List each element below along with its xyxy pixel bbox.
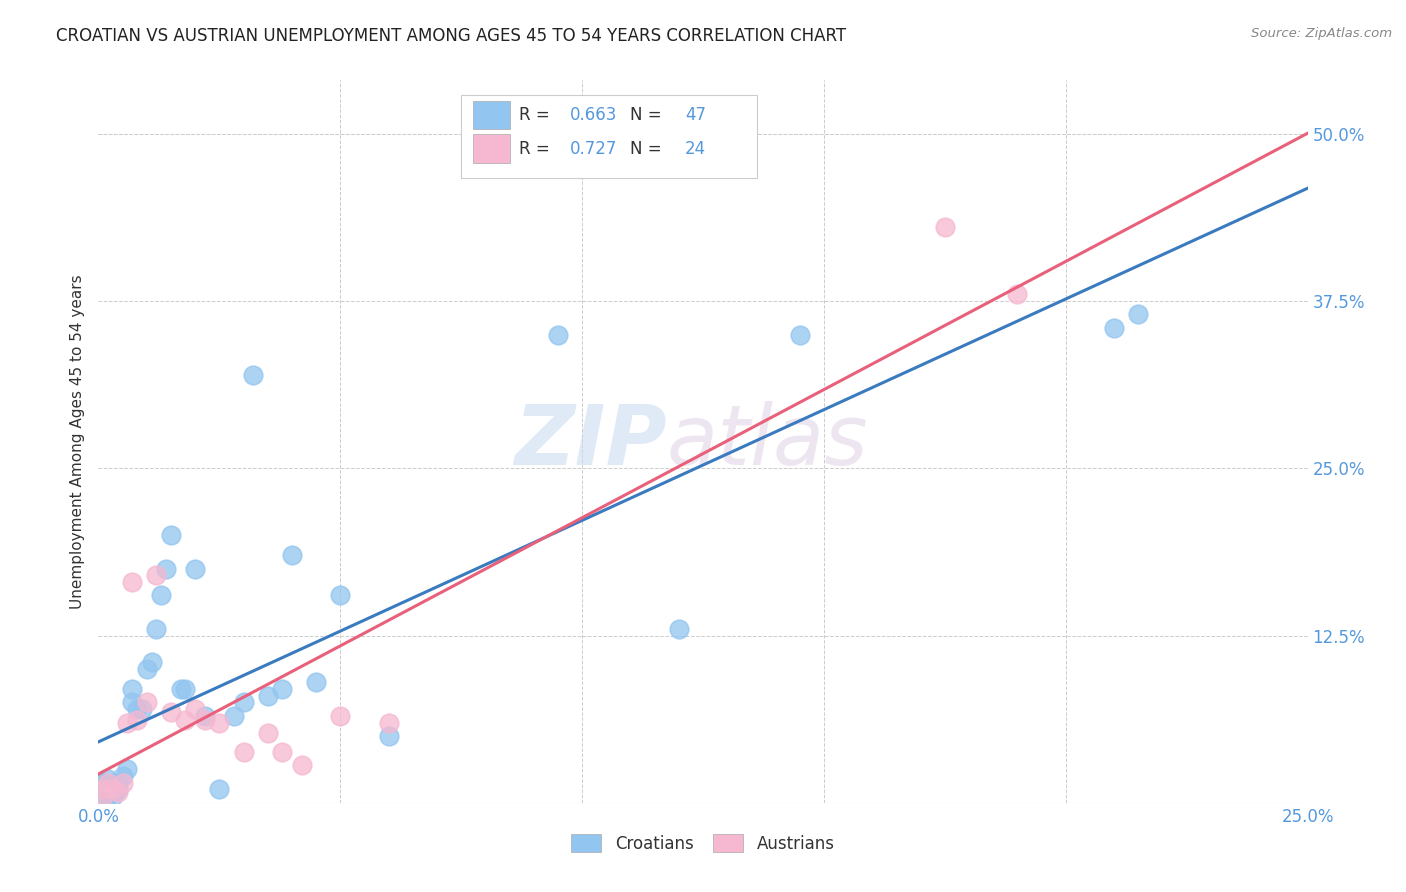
Point xyxy=(160,705,183,719)
Point xyxy=(1128,307,1150,322)
FancyBboxPatch shape xyxy=(461,95,758,178)
Point xyxy=(91,789,114,804)
Point xyxy=(256,689,278,703)
Legend: Croatians, Austrians: Croatians, Austrians xyxy=(565,828,841,860)
Point xyxy=(91,780,114,794)
Text: N =: N = xyxy=(630,140,668,158)
Point xyxy=(329,708,352,723)
Point xyxy=(111,776,134,790)
Point xyxy=(290,758,312,772)
Point xyxy=(107,785,129,799)
Point xyxy=(145,568,167,582)
Point xyxy=(377,715,399,730)
Point xyxy=(101,789,124,804)
Point xyxy=(101,776,124,790)
Text: R =: R = xyxy=(519,106,555,124)
Point xyxy=(141,655,163,669)
Point xyxy=(127,713,149,727)
Point xyxy=(97,776,120,790)
Point xyxy=(789,327,811,342)
Point xyxy=(547,327,569,342)
Point xyxy=(194,713,217,727)
Point xyxy=(934,220,956,235)
Text: ZIP: ZIP xyxy=(515,401,666,482)
Point xyxy=(91,785,114,799)
Point xyxy=(91,789,114,804)
Point xyxy=(208,715,231,730)
Point xyxy=(305,675,328,690)
Point xyxy=(107,782,129,797)
Point xyxy=(97,785,120,799)
Point xyxy=(121,681,143,696)
Text: atlas: atlas xyxy=(666,401,869,482)
Point xyxy=(329,589,352,603)
Point xyxy=(242,368,264,382)
Point xyxy=(107,776,129,790)
Point xyxy=(131,702,153,716)
FancyBboxPatch shape xyxy=(474,135,509,163)
Point xyxy=(271,745,294,759)
Point xyxy=(111,769,134,783)
Point xyxy=(127,702,149,716)
Point xyxy=(232,745,254,759)
Point xyxy=(101,782,124,797)
Text: N =: N = xyxy=(630,106,668,124)
Point xyxy=(155,562,177,576)
Point xyxy=(135,696,157,710)
Point xyxy=(121,696,143,710)
Point xyxy=(184,702,207,716)
Text: 0.663: 0.663 xyxy=(569,106,617,124)
Point xyxy=(97,789,120,804)
Text: CROATIAN VS AUSTRIAN UNEMPLOYMENT AMONG AGES 45 TO 54 YEARS CORRELATION CHART: CROATIAN VS AUSTRIAN UNEMPLOYMENT AMONG … xyxy=(56,27,846,45)
Point xyxy=(1007,287,1029,301)
Point xyxy=(208,782,231,797)
Point xyxy=(174,713,197,727)
Point xyxy=(668,622,690,636)
Point xyxy=(91,776,114,790)
Point xyxy=(101,785,124,799)
Text: 24: 24 xyxy=(685,140,706,158)
FancyBboxPatch shape xyxy=(474,101,509,129)
Point xyxy=(232,696,254,710)
Point xyxy=(145,622,167,636)
Point xyxy=(194,708,217,723)
Point xyxy=(101,780,124,794)
Point xyxy=(91,782,114,797)
Point xyxy=(271,681,294,696)
Point xyxy=(91,782,114,797)
Text: 47: 47 xyxy=(685,106,706,124)
Point xyxy=(174,681,197,696)
Point xyxy=(160,528,183,542)
Point xyxy=(184,562,207,576)
Point xyxy=(117,715,139,730)
Point xyxy=(150,589,173,603)
Point xyxy=(97,772,120,786)
Y-axis label: Unemployment Among Ages 45 to 54 years: Unemployment Among Ages 45 to 54 years xyxy=(69,274,84,609)
Point xyxy=(281,548,304,563)
Point xyxy=(135,662,157,676)
Point xyxy=(117,762,139,776)
Point xyxy=(97,782,120,797)
Point xyxy=(1102,321,1125,335)
Point xyxy=(256,726,278,740)
Point xyxy=(377,729,399,743)
Text: Source: ZipAtlas.com: Source: ZipAtlas.com xyxy=(1251,27,1392,40)
Text: 0.727: 0.727 xyxy=(569,140,617,158)
Point xyxy=(121,575,143,590)
Point xyxy=(169,681,191,696)
Point xyxy=(222,708,245,723)
Point xyxy=(97,780,120,794)
Text: R =: R = xyxy=(519,140,555,158)
